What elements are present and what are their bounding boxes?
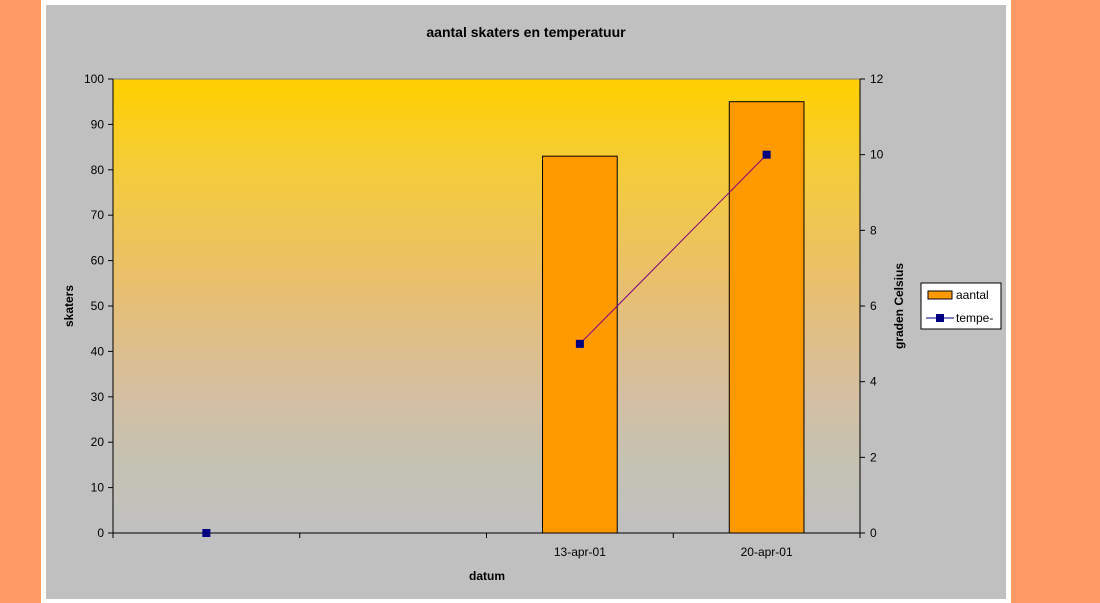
- right-tick-label: 2: [870, 450, 877, 464]
- left-tick-label: 50: [91, 299, 105, 313]
- left-tick-label: 30: [91, 390, 105, 404]
- left-tick-label: 20: [91, 435, 105, 449]
- left-tick-label: 10: [91, 481, 105, 495]
- line-series: [202, 150, 771, 537]
- y-axis-label-left: skaters: [62, 285, 76, 327]
- legend-marker-tempe: [936, 314, 944, 322]
- line-marker: [202, 529, 211, 537]
- left-tick-label: 80: [91, 163, 105, 177]
- right-tick-label: 4: [870, 375, 877, 389]
- x-axis: 13-apr-01 20-apr-01: [112, 532, 861, 559]
- right-tick-label: 8: [870, 223, 877, 237]
- right-tick-label: 0: [870, 526, 877, 540]
- left-tick-label: 0: [97, 526, 104, 540]
- legend: aantal tempe-: [920, 282, 1002, 330]
- y-axis-label-right: graden Celsius: [892, 263, 906, 349]
- line-marker: [575, 339, 584, 348]
- right-tick-label: 10: [870, 148, 884, 162]
- x-tick-label: 20-apr-01: [741, 545, 793, 559]
- line-marker: [762, 150, 771, 159]
- left-tick-label: 40: [91, 344, 105, 358]
- legend-label-tempe: tempe-: [956, 311, 993, 325]
- x-axis-label: datum: [469, 569, 505, 583]
- line-segment: [579, 154, 767, 345]
- right-tick-label: 12: [870, 72, 884, 86]
- chart-title: aantal skaters en temperatuur: [426, 24, 626, 40]
- left-tick-label: 60: [91, 254, 105, 268]
- legend-label-aantal: aantal: [956, 288, 989, 302]
- left-tick-label: 100: [84, 72, 104, 86]
- right-tick-label: 6: [870, 299, 877, 313]
- left-y-axis: 0 10 20 30 40 50 60 70 80 90 100: [84, 72, 114, 540]
- left-tick-label: 70: [91, 208, 105, 222]
- right-y-axis: 0 2 4 6 8 10 12: [859, 72, 884, 540]
- left-tick-label: 90: [91, 117, 105, 131]
- x-tick-label: 13-apr-01: [554, 545, 606, 559]
- bar: [728, 101, 805, 534]
- legend-swatch-aantal: [927, 290, 953, 300]
